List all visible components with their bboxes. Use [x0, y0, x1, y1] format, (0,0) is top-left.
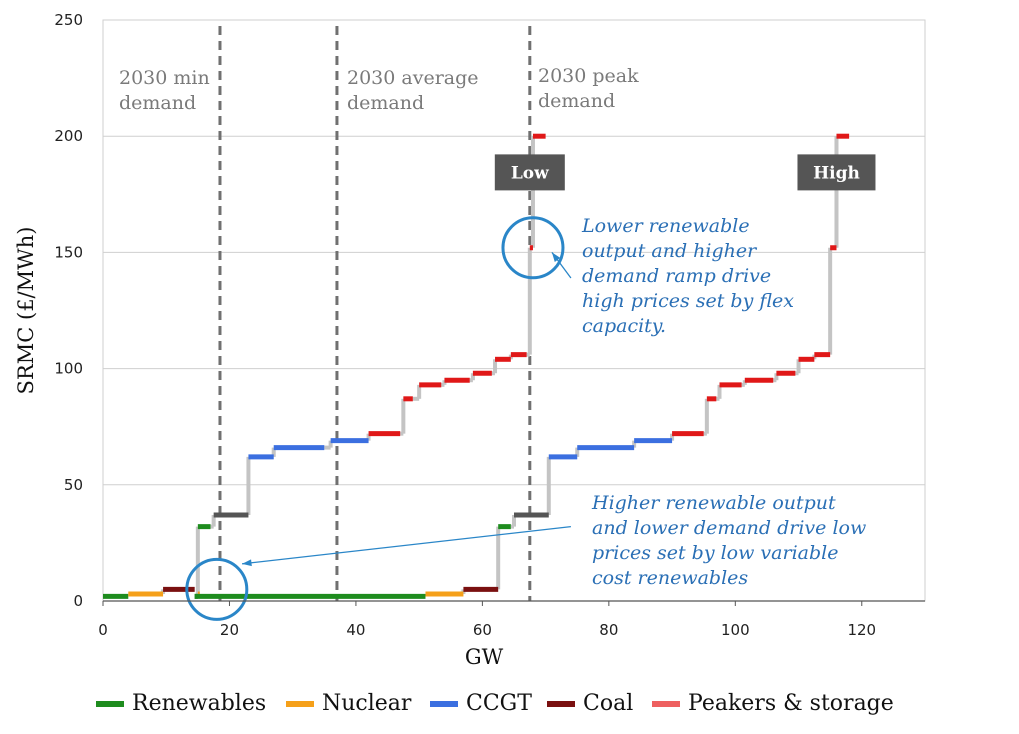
x-tick-label: 100: [721, 621, 750, 639]
x-tick-label: 40: [346, 621, 365, 639]
legend: Renewables Nuclear CCGT Coal Peakers & stora…: [96, 691, 894, 716]
labels: 2030 min demand 2030 average demand 2030 pea…: [119, 65, 876, 589]
demand-label: demand: [119, 92, 196, 114]
supply-segments: [103, 133, 850, 599]
annotation-text: capacity.: [582, 315, 666, 337]
x-tick-label: 80: [599, 621, 618, 639]
arrowhead: [551, 252, 561, 262]
demand-label: demand: [347, 92, 424, 114]
x-tick-label: 60: [473, 621, 492, 639]
series-label: High: [813, 163, 860, 183]
annotation-text: and lower demand drive low: [592, 517, 866, 539]
legend-label: Renewables: [132, 691, 266, 716]
y-tick-label: 0: [73, 592, 83, 610]
annotation-text: high prices set by flex: [582, 290, 794, 312]
highlight-circle: [501, 216, 565, 280]
series-label: Low: [511, 163, 549, 183]
y-tick-label: 50: [64, 476, 83, 494]
series-label-box: [494, 154, 565, 191]
series-label-box: [797, 154, 876, 191]
annotation-text: demand ramp drive: [582, 265, 771, 287]
y-tick-label: 200: [54, 127, 83, 145]
x-tick-label: 0: [98, 621, 108, 639]
demand-label: 2030 peak: [538, 65, 639, 87]
x-tick-label: 20: [220, 621, 239, 639]
legend-label: CCGT: [466, 691, 532, 716]
annotation-arrow: [242, 525, 571, 565]
demand-label: demand: [538, 90, 615, 112]
arrowhead: [242, 559, 252, 567]
legend-label: Nuclear: [322, 691, 412, 716]
y-axis-title: SRMC (£/MWh): [14, 227, 38, 395]
annotation-circles: [185, 216, 572, 621]
annotation-text: Higher renewable output: [591, 492, 836, 514]
y-tick-label: 150: [54, 243, 83, 261]
demand-label: 2030 average: [347, 67, 479, 89]
highlight-circle: [185, 557, 249, 621]
axes: 0 50 100 150 200 250 0 20 40 60 80 100 120 GW SRMC (£/…: [14, 11, 925, 669]
annotation-text: cost renewables: [592, 567, 748, 589]
x-tick-label: 120: [847, 621, 876, 639]
demand-label: 2030 min: [119, 67, 210, 89]
legend-label: Coal: [583, 691, 633, 716]
y-tick-label: 100: [54, 360, 83, 378]
annotation-text: output and higher: [582, 240, 758, 262]
annotation-text: Lower renewable: [581, 215, 750, 237]
y-tick-label: 250: [54, 11, 83, 29]
legend-label: Peakers & storage: [688, 691, 894, 716]
x-axis-title: GW: [465, 645, 504, 669]
annotation-text: prices set by low variable: [592, 542, 838, 564]
